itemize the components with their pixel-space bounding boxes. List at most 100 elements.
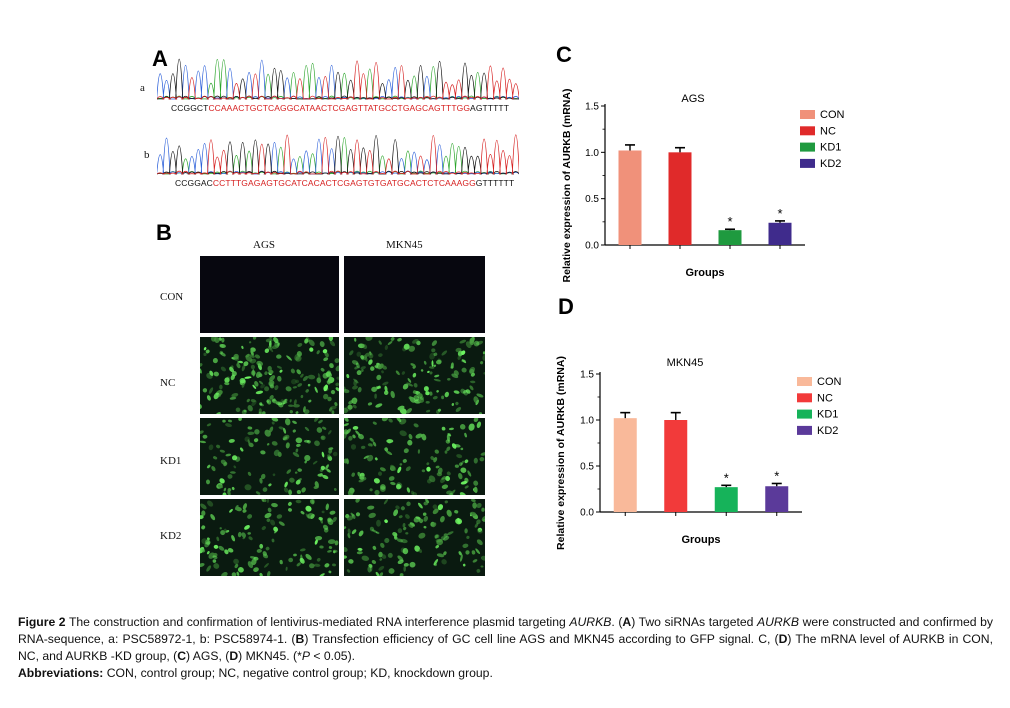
caption-gene: AURKB [757, 615, 799, 629]
caption-panel-ref: D [778, 632, 788, 646]
y-axis-label: Relative expression of AURKB (mRNA) [555, 356, 567, 550]
bar-nc [664, 420, 688, 512]
legend-label-kd1: KD1 [817, 409, 838, 421]
panel-b-letter: B [156, 220, 172, 245]
significance-marker: * [727, 214, 732, 229]
figure-caption: Figure 2 The construction and confirmati… [18, 614, 993, 682]
x-axis-label: Groups [681, 534, 720, 546]
row-label-con: CON [160, 291, 184, 303]
bar-kd1 [718, 230, 742, 245]
bar-chart-mkn45: MKN45 0.0 0.5 1.0 1.5 Relative expression of … [555, 356, 842, 550]
gfp-cells [200, 499, 339, 576]
significance-marker: * [774, 468, 779, 483]
legend-swatch-nc [800, 126, 815, 136]
bar-nc [668, 152, 692, 245]
caption-text: were constructed and confirmed by RNA-se… [18, 615, 993, 646]
trace-g [157, 59, 519, 100]
caption-panel-ref: B [295, 632, 305, 646]
caption-text: ) MKN45. (* [238, 649, 302, 663]
sequence-a: CCGGCTCCAAACTGCTCAGGCATAACTCGAGTTATGCCTG… [171, 103, 509, 113]
gfp-image-mkn45-kd1 [344, 418, 485, 495]
gfp-image-ags-kd2 [200, 499, 339, 576]
caption-text: The construction and confirmation of len… [65, 615, 570, 629]
gfp-image-mkn45-nc [344, 337, 485, 414]
abbreviations-text: CON, control group; NC, negative control… [103, 666, 493, 680]
chromatogram-b [157, 134, 519, 175]
trace-b-label: b [144, 149, 150, 161]
y-tick-label: 1.5 [580, 370, 594, 381]
row-label-nc: NC [160, 377, 176, 389]
figure-label: Figure 2 [18, 615, 66, 629]
legend-swatch-con [800, 110, 815, 119]
legend-swatch-kd1 [797, 409, 812, 419]
sequence-b-prefix: CCGGAC [175, 178, 213, 188]
legend-swatch-nc [797, 393, 812, 403]
significance-marker: * [724, 470, 729, 485]
legend-label-kd2: KD2 [820, 158, 841, 170]
legend-label-kd2: KD2 [817, 425, 838, 437]
trace-a [157, 59, 519, 100]
trace-a-label: a [140, 82, 145, 94]
bar-kd2 [768, 222, 792, 245]
caption-text: . ( [611, 615, 623, 629]
y-tick-label: 0.0 [585, 241, 599, 252]
y-axis-label: Relative expression of AURKB (mRNA) [561, 89, 573, 283]
chromatogram-a [157, 59, 519, 100]
legend-label-kd1: KD1 [820, 142, 841, 154]
trace-t [157, 60, 519, 100]
bar-con [618, 150, 642, 245]
sequence-a-suffix: AGTTTTT [470, 103, 509, 113]
chart-title: AGS [681, 93, 704, 105]
gfp-cells [344, 337, 485, 414]
caption-text: ) AGS, ( [186, 649, 230, 663]
y-tick-label: 1.0 [580, 416, 594, 427]
column-label-mkn45: MKN45 [386, 239, 423, 251]
legend-label-con: CON [820, 109, 845, 121]
legend-label-nc: NC [820, 125, 836, 137]
chart-title: MKN45 [667, 357, 704, 369]
caption-panel-ref: A [622, 615, 632, 629]
caption-panel-ref: C [177, 649, 186, 663]
legend-swatch-kd2 [800, 158, 815, 168]
trace-a [157, 137, 519, 175]
x-axis-label: Groups [685, 267, 724, 279]
sequence-b-suffix: GTTTTTT [475, 178, 515, 188]
gfp-cells [200, 337, 339, 414]
gfp-image-ags-nc [200, 337, 339, 414]
gfp-cells [200, 418, 339, 495]
sequence-a-target: CCAAACTGCTCAGGCATAACTCGAGTTATGCCTGAGCAGT… [208, 103, 471, 113]
panel-a-letter: A [152, 46, 168, 71]
legend-label-nc: NC [817, 392, 833, 404]
y-tick-label: 1.5 [585, 102, 599, 113]
row-label-kd2: KD2 [160, 530, 182, 542]
gfp-image-ags-con [200, 256, 339, 333]
gfp-image-mkn45-kd2 [344, 499, 485, 576]
caption-text: ) Two siRNAs targeted [631, 615, 757, 629]
gfp-image-mkn45-con [344, 256, 485, 333]
caption-gene: AURKB [569, 615, 612, 629]
trace-g [157, 135, 519, 175]
gfp-image-ags-kd1 [200, 418, 339, 495]
y-tick-label: 0.0 [580, 508, 594, 519]
trace-c [157, 60, 519, 100]
gfp-cells [344, 499, 485, 576]
trace-t [157, 134, 519, 175]
caption-p-value: P [301, 649, 310, 663]
bar-kd1 [714, 487, 738, 512]
panel-d-letter: D [558, 294, 574, 319]
legend-swatch-con [797, 377, 812, 386]
caption-panel-ref: D [229, 649, 239, 663]
row-label-kd1: KD1 [160, 455, 182, 467]
significance-marker: * [777, 206, 782, 221]
bar-chart-ags: AGS 0.0 0.5 1.0 1.5 Relative expression of AU… [561, 89, 845, 283]
sequence-b-target: CCTTTGAGAGTGCATCACACTCGAGTGTGATGCACTCTCA… [212, 178, 476, 188]
caption-text: ) Transfection efficiency of GC cell lin… [304, 632, 779, 646]
trace-c [157, 137, 519, 175]
panel-c-letter: C [556, 42, 572, 67]
legend-label-con: CON [817, 376, 842, 388]
caption-text: ) The mRNA level of AURKB in CON, NC, an… [18, 632, 993, 663]
sequence-b: CCGGACCCTTTGAGAGTGCATCACACTCGAGTGTGATGCA… [175, 178, 514, 188]
bar-kd2 [765, 486, 789, 512]
y-tick-label: 0.5 [585, 194, 599, 205]
gfp-cells [344, 418, 485, 495]
